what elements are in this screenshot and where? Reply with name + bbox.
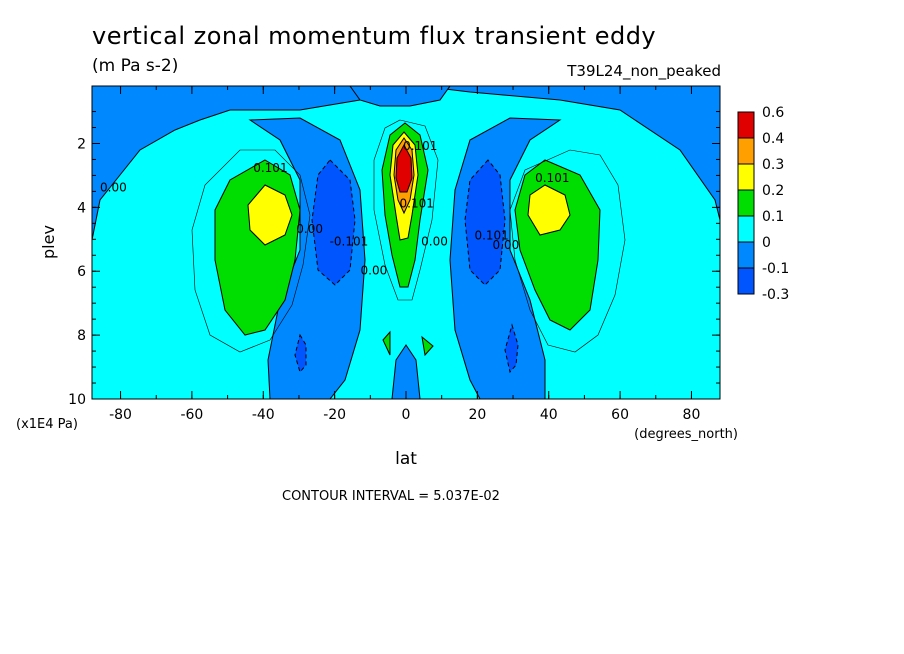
x-tick-label: -80 xyxy=(109,407,132,423)
y-unit-label: (x1E4 Pa) xyxy=(16,417,78,432)
contour-label: 0.101 xyxy=(253,161,287,175)
colorbar-swatch xyxy=(737,163,755,191)
north-core-negative xyxy=(464,159,506,286)
south-core-negative xyxy=(311,159,356,286)
y-axis-label: plev xyxy=(39,225,58,259)
colorbar-swatch xyxy=(737,111,755,139)
x-tick-label: 20 xyxy=(468,407,486,423)
contour-interval-note: CONTOUR INTERVAL = 5.037E-02 xyxy=(282,489,500,504)
colorbar: 0.6 0.4 0.3 0.2 0.1 0 -0.1 -0.3 xyxy=(737,105,789,303)
x-unit-label: (degrees_north) xyxy=(634,427,738,442)
y-tick-label: 6 xyxy=(77,264,86,280)
plot-area xyxy=(92,86,720,399)
x-tick-label: 80 xyxy=(683,407,701,423)
x-axis-label: lat xyxy=(395,449,417,469)
colorbar-swatch xyxy=(737,267,755,295)
colorbar-label: 0.1 xyxy=(762,209,784,225)
chart-title: vertical zonal momentum flux transient e… xyxy=(92,22,657,50)
contour-label: 0.00 xyxy=(361,263,388,277)
contour-label: 0.101 xyxy=(474,228,508,242)
equator-red xyxy=(395,143,413,193)
contour-label: 0.00 xyxy=(421,235,448,249)
contour-label: 0.00 xyxy=(493,238,520,252)
x-tick-label: 0 xyxy=(402,407,411,423)
south-jet-max xyxy=(247,184,293,246)
colorbar-label: -0.1 xyxy=(762,261,789,277)
colorbar-swatch xyxy=(737,189,755,217)
colorbar-label: 0 xyxy=(762,235,771,251)
equator-small-right xyxy=(421,335,434,357)
x-tick-label: -40 xyxy=(252,407,275,423)
colorbar-swatch xyxy=(737,215,755,243)
colorbar-label: -0.3 xyxy=(762,287,789,303)
x-tick-label: 40 xyxy=(540,407,558,423)
north-jet-max xyxy=(527,184,571,236)
strong-negative-regions xyxy=(294,159,519,374)
colorbar-swatch xyxy=(737,241,755,269)
colorbar-swatch xyxy=(737,137,755,165)
colorbar-label: 0.3 xyxy=(762,157,784,173)
x-tick-label: -20 xyxy=(323,407,346,423)
thin-contours xyxy=(191,119,626,353)
contour-label: 0.101 xyxy=(535,171,569,185)
bottom-center-negative-region xyxy=(391,344,421,399)
equator-small-left xyxy=(382,330,391,356)
x-tick-label: 60 xyxy=(611,407,629,423)
dataset-label: T39L24_non_peaked xyxy=(567,62,721,80)
contour-label: 0.00 xyxy=(100,180,127,194)
x-axis: -80 -60 -40 -20 0 20 40 60 80 xyxy=(109,86,700,423)
colorbar-label: 0.4 xyxy=(762,131,784,147)
chart-units: (m Pa s-2) xyxy=(92,56,179,76)
contour-label: -0.101 xyxy=(330,235,369,249)
top-mid-negative-region xyxy=(349,86,451,107)
colorbar-label: 0.2 xyxy=(762,183,784,199)
north-lower-negative xyxy=(504,323,519,374)
x-tick-label: -60 xyxy=(180,407,203,423)
colorbar-label: 0.6 xyxy=(762,105,784,121)
y-tick-label: 4 xyxy=(77,200,86,216)
y-tick-label: 2 xyxy=(77,136,86,152)
contour-label: 0.101 xyxy=(400,196,434,210)
south-lower-negative xyxy=(294,333,307,374)
contour-label: 0.101 xyxy=(403,139,437,153)
y-axis: 2 4 6 8 10 xyxy=(68,111,720,408)
y-tick-label: 10 xyxy=(68,392,86,408)
contour-label: 0.00 xyxy=(296,222,323,236)
y-tick-label: 8 xyxy=(77,328,86,344)
